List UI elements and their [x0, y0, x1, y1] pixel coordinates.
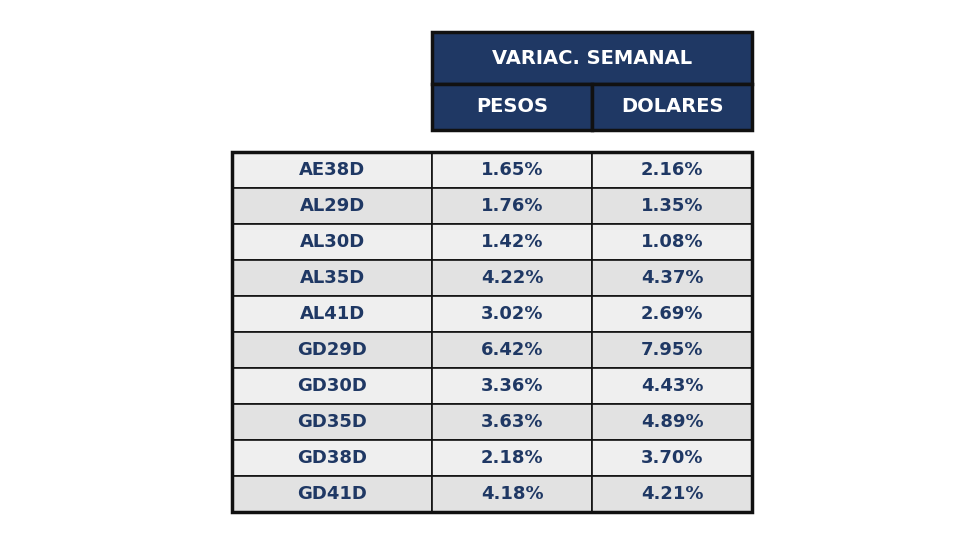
Text: VARIAC. SEMANAL: VARIAC. SEMANAL [492, 49, 692, 67]
Text: GD41D: GD41D [297, 485, 368, 503]
Bar [592, 476, 752, 512]
Text: 3.70%: 3.70% [641, 449, 704, 467]
Bar [432, 260, 592, 296]
Bar [232, 296, 432, 332]
Bar [592, 332, 752, 368]
Bar [592, 84, 752, 130]
Text: 6.42%: 6.42% [481, 341, 544, 359]
Bar [232, 152, 432, 188]
Text: 1.42%: 1.42% [481, 233, 544, 251]
Text: 1.35%: 1.35% [641, 197, 704, 215]
Bar [432, 296, 592, 332]
Text: 1.65%: 1.65% [481, 161, 544, 179]
Text: 4.21%: 4.21% [641, 485, 704, 503]
Text: GD30D: GD30D [297, 377, 368, 395]
Bar [592, 224, 752, 260]
Bar [592, 368, 752, 404]
Bar [592, 296, 752, 332]
Bar [432, 84, 592, 130]
Bar [432, 188, 592, 224]
Text: AL29D: AL29D [300, 197, 365, 215]
Bar [232, 188, 432, 224]
Text: 2.18%: 2.18% [481, 449, 544, 467]
Text: AL30D: AL30D [300, 233, 365, 251]
Bar [432, 152, 592, 188]
Bar [232, 404, 432, 440]
Text: 2.16%: 2.16% [641, 161, 704, 179]
Bar [232, 260, 432, 296]
Bar [592, 188, 752, 224]
Text: 4.37%: 4.37% [641, 269, 704, 287]
Text: 4.18%: 4.18% [481, 485, 544, 503]
Bar [232, 368, 432, 404]
Bar [592, 404, 752, 440]
Bar [232, 224, 432, 260]
Bar [432, 404, 592, 440]
Text: 4.89%: 4.89% [641, 413, 704, 431]
Bar [432, 368, 592, 404]
Text: 3.36%: 3.36% [481, 377, 544, 395]
Bar [432, 224, 592, 260]
Bar [232, 440, 432, 476]
Text: 3.02%: 3.02% [481, 305, 544, 323]
Bar [232, 152, 752, 512]
Text: AL41D: AL41D [300, 305, 365, 323]
Bar [432, 440, 592, 476]
Text: AE38D: AE38D [299, 161, 366, 179]
Text: 2.69%: 2.69% [641, 305, 704, 323]
Text: 3.63%: 3.63% [481, 413, 544, 431]
Bar [432, 332, 592, 368]
Bar [232, 476, 432, 512]
Bar [592, 440, 752, 476]
Text: DOLARES: DOLARES [621, 98, 723, 116]
Bar [432, 32, 752, 84]
Text: GD38D: GD38D [297, 449, 368, 467]
Text: 4.43%: 4.43% [641, 377, 704, 395]
Text: GD29D: GD29D [297, 341, 368, 359]
Text: PESOS: PESOS [476, 98, 548, 116]
Text: 1.76%: 1.76% [481, 197, 544, 215]
Bar [232, 332, 432, 368]
Bar [432, 476, 592, 512]
Bar [592, 260, 752, 296]
Text: AL35D: AL35D [300, 269, 365, 287]
Text: 4.22%: 4.22% [481, 269, 544, 287]
Bar [592, 152, 752, 188]
Text: GD35D: GD35D [297, 413, 368, 431]
Text: 1.08%: 1.08% [641, 233, 704, 251]
Text: 7.95%: 7.95% [641, 341, 704, 359]
